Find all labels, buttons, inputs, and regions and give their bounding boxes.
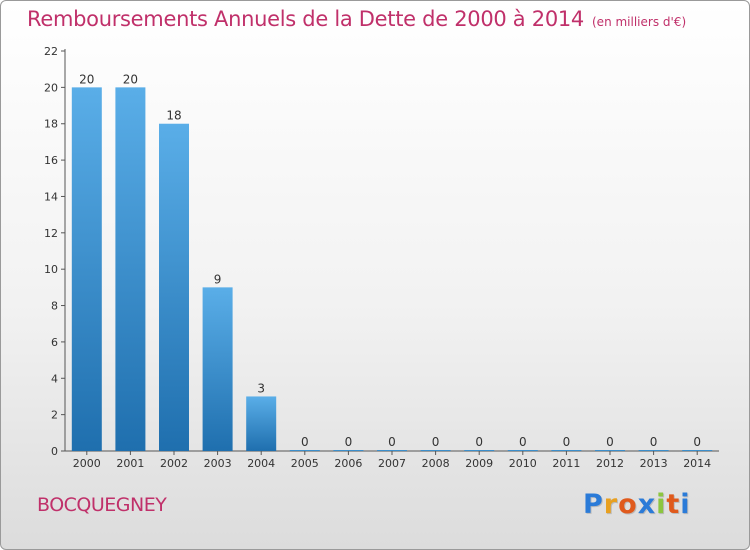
y-tick-label: 2 bbox=[51, 409, 58, 422]
value-label-2005: 0 bbox=[301, 435, 309, 449]
x-tick-label-2008: 2008 bbox=[422, 457, 450, 470]
bar-2010 bbox=[507, 450, 538, 451]
chart-title: Remboursements Annuels de la Dette de 20… bbox=[27, 7, 686, 31]
chart-subtitle: (en milliers d'€) bbox=[592, 15, 687, 29]
bar-2003 bbox=[202, 287, 233, 451]
value-label-2000: 20 bbox=[79, 72, 94, 86]
y-tick-label: 8 bbox=[51, 300, 58, 313]
bar-2006 bbox=[333, 450, 364, 451]
value-label-2012: 0 bbox=[606, 435, 614, 449]
value-label-2009: 0 bbox=[475, 435, 483, 449]
x-tick-label-2004: 2004 bbox=[247, 457, 275, 470]
logo-letter: i bbox=[680, 489, 691, 520]
y-tick-label: 18 bbox=[44, 118, 58, 131]
y-tick-label: 22 bbox=[44, 45, 58, 58]
bar-2000 bbox=[71, 87, 102, 451]
value-label-2004: 3 bbox=[257, 381, 265, 395]
value-label-2008: 0 bbox=[432, 435, 440, 449]
bar-2011 bbox=[551, 450, 582, 451]
bar-2008 bbox=[420, 450, 451, 451]
logo-letter: x bbox=[637, 489, 657, 520]
logo-letter: t bbox=[666, 489, 681, 520]
bar-2014 bbox=[682, 450, 713, 451]
value-label-2011: 0 bbox=[563, 435, 571, 449]
x-tick-label-2006: 2006 bbox=[334, 457, 362, 470]
value-label-2014: 0 bbox=[693, 435, 701, 449]
y-tick-label: 10 bbox=[44, 263, 58, 276]
proxiti-logo: Proxiti bbox=[583, 489, 691, 520]
bar-2013 bbox=[638, 450, 669, 451]
value-label-2010: 0 bbox=[519, 435, 527, 449]
x-tick-label-2012: 2012 bbox=[596, 457, 624, 470]
x-tick-label-2010: 2010 bbox=[509, 457, 537, 470]
y-tick-label: 14 bbox=[44, 190, 58, 203]
bars bbox=[71, 87, 713, 452]
bar-2002 bbox=[159, 123, 189, 452]
labels: 20 2000 20 2001 18 2002 9 2003 3 2004 0 2005 0 2006 0 2… bbox=[73, 72, 711, 470]
x-tick-label-2005: 2005 bbox=[291, 457, 319, 470]
logo-letter: o bbox=[618, 489, 638, 520]
x-tick-label-2000: 2000 bbox=[73, 457, 101, 470]
x-tick-label-2014: 2014 bbox=[683, 457, 711, 470]
x-tick-label-2002: 2002 bbox=[160, 457, 188, 470]
x-tick-label-2009: 2009 bbox=[465, 457, 493, 470]
town-name: BOCQUEGNEY bbox=[37, 494, 167, 516]
x-tick-label-2007: 2007 bbox=[378, 457, 406, 470]
logo-letter: P bbox=[583, 489, 604, 520]
x-tick-label-2003: 2003 bbox=[204, 457, 232, 470]
chart-title-text: Remboursements Annuels de la Dette de 20… bbox=[27, 7, 584, 31]
value-label-2003: 9 bbox=[214, 272, 222, 286]
value-label-2002: 18 bbox=[166, 109, 181, 123]
bar-2001 bbox=[115, 87, 146, 451]
bar-2005 bbox=[289, 450, 320, 451]
y-tick-label: 20 bbox=[44, 81, 58, 94]
y-tick-label: 4 bbox=[51, 372, 58, 385]
bar-2009 bbox=[464, 450, 495, 451]
value-label-2006: 0 bbox=[345, 435, 353, 449]
logo-letter: r bbox=[603, 489, 619, 520]
x-tick-label-2011: 2011 bbox=[552, 457, 580, 470]
y-tick-label: 6 bbox=[51, 336, 58, 349]
logo-letter: i bbox=[656, 489, 667, 520]
bar-2012 bbox=[595, 450, 625, 451]
y-tick-label: 16 bbox=[44, 154, 58, 167]
bar-2004 bbox=[246, 396, 277, 451]
value-label-2007: 0 bbox=[388, 435, 396, 449]
x-tick-label-2001: 2001 bbox=[116, 457, 144, 470]
bar-2007 bbox=[377, 450, 407, 451]
y-tick-label: 0 bbox=[51, 445, 58, 458]
x-tick-label-2013: 2013 bbox=[640, 457, 668, 470]
value-label-2013: 0 bbox=[650, 435, 658, 449]
value-label-2001: 20 bbox=[123, 72, 138, 86]
y-tick-label: 12 bbox=[44, 227, 58, 240]
